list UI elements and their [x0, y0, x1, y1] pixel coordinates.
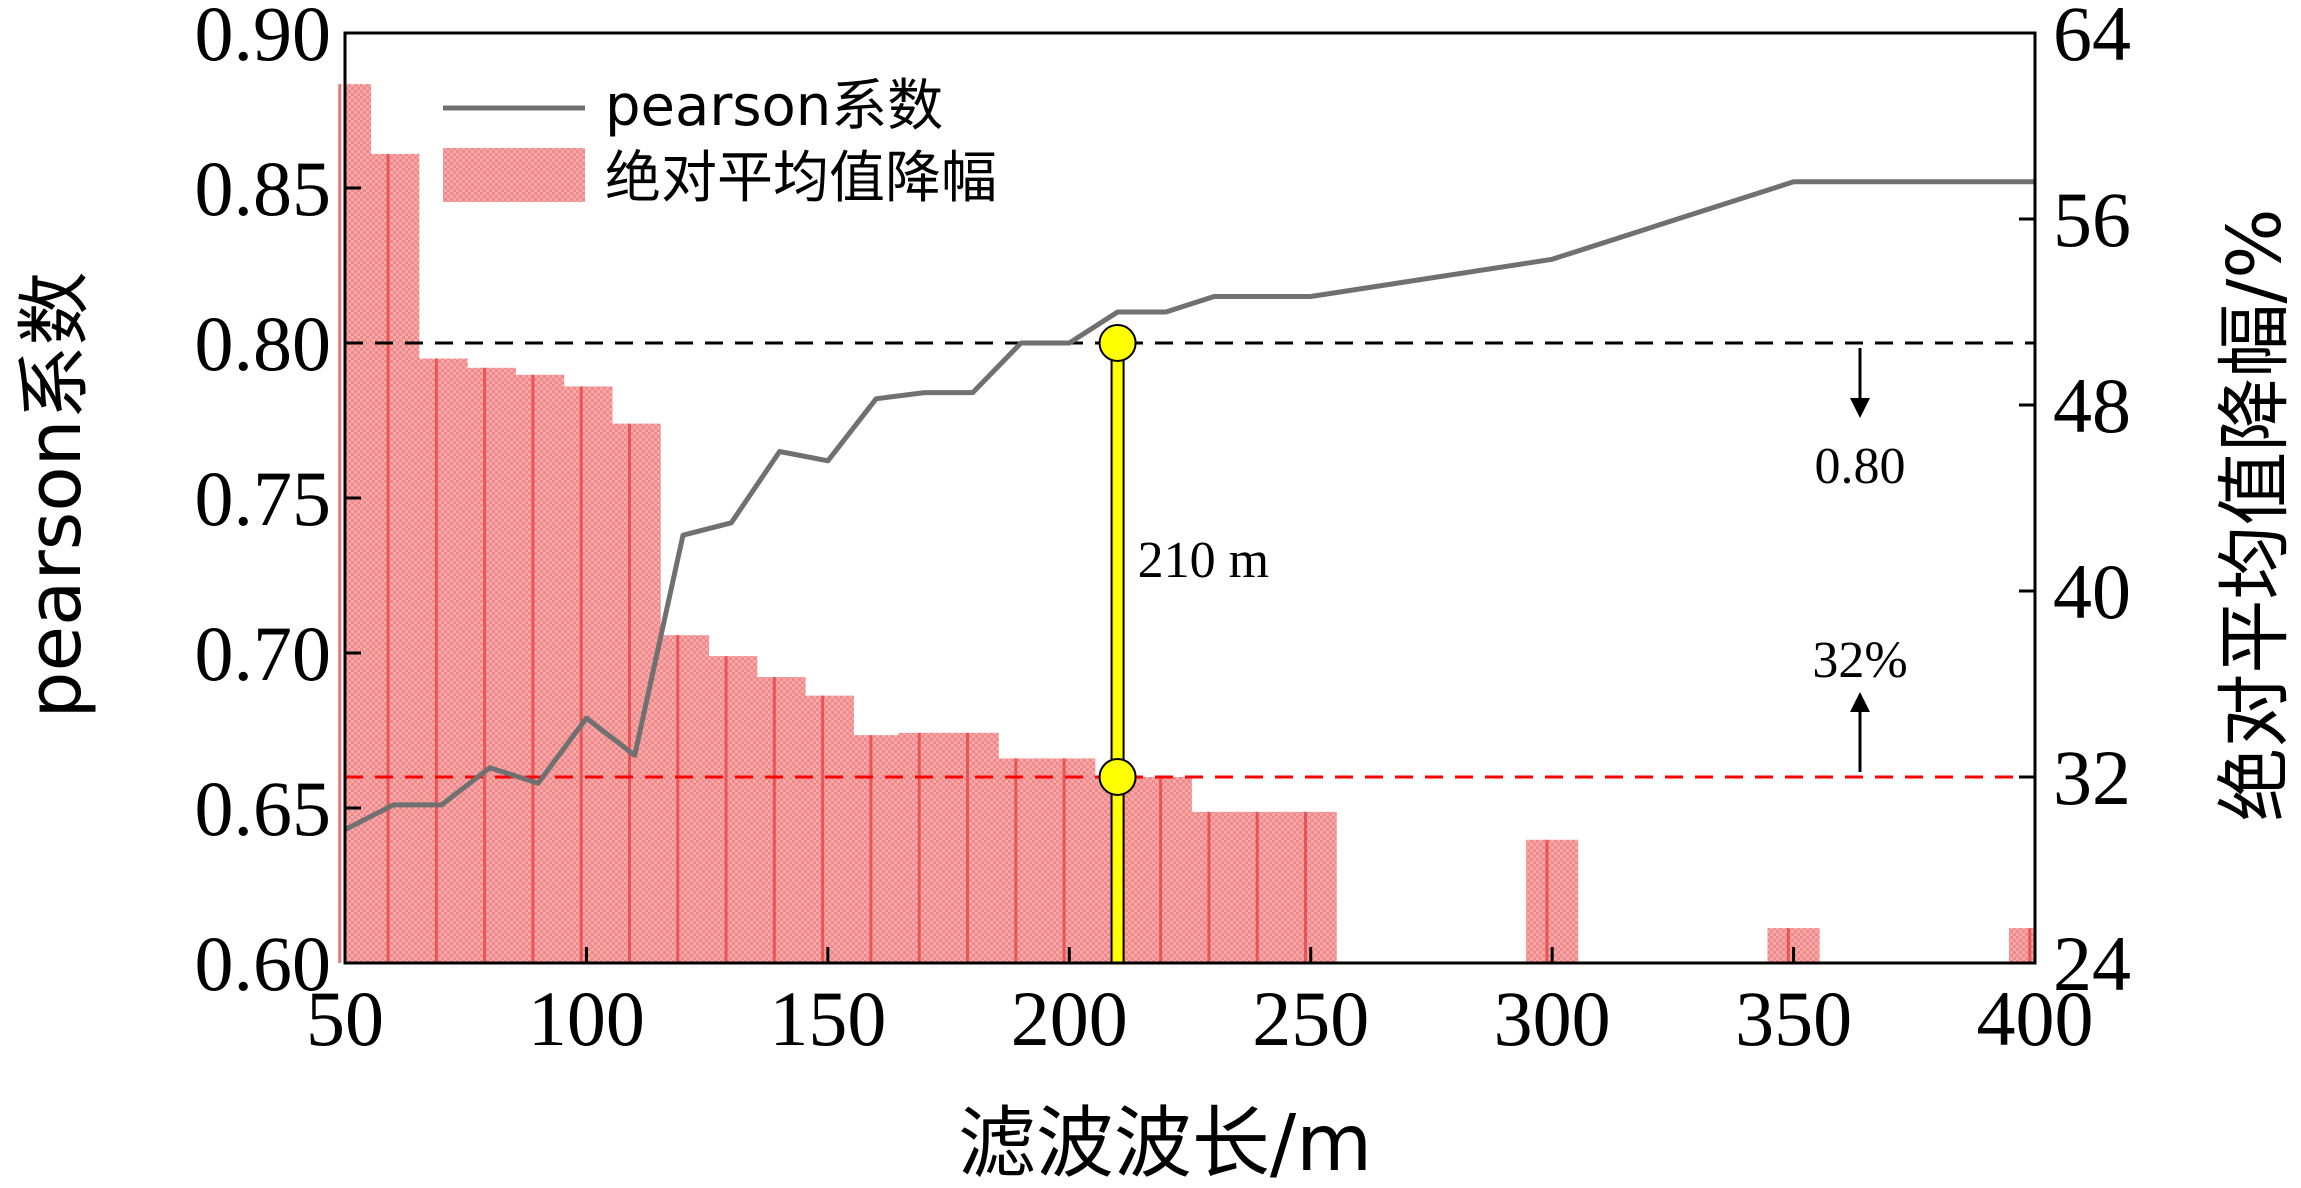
bar-series — [338, 84, 2035, 964]
bar-240 — [1236, 811, 1289, 963]
x-tick-label-50: 50 — [306, 975, 384, 1062]
right-y-tick-label-56: 56 — [2053, 176, 2131, 263]
bar-250 — [1284, 811, 1337, 963]
x-axis-ticks: 50 100 150 200 250 300 350 400 — [306, 947, 2094, 1062]
marker-dot-top — [1098, 324, 1137, 362]
x-axis-title: 滤波波长/m — [958, 1099, 1372, 1188]
marker-label: 210 m — [1138, 532, 1269, 589]
bar-70 — [415, 358, 468, 963]
reference-arrow-head-0 — [1850, 398, 1870, 418]
bar-80 — [463, 367, 516, 963]
right-y-tick-label-32: 32 — [2053, 734, 2131, 821]
left-y-tick-label-0.85: 0.85 — [195, 145, 332, 232]
left-y-tick-label-0.60: 0.60 — [195, 920, 332, 1007]
bar-300 — [1526, 839, 1579, 963]
bar-130 — [705, 656, 758, 963]
bar-170 — [898, 732, 951, 963]
bar-100 — [560, 386, 613, 963]
reference-label-1: 32% — [1812, 632, 1907, 689]
right-y-axis-title: 绝对平均值降幅/% — [2212, 208, 2298, 821]
bar-150 — [801, 695, 854, 963]
reference-arrow-head-1 — [1850, 692, 1870, 712]
legend-line-label: pearson系数 — [605, 74, 943, 139]
x-tick-label-300: 300 — [1494, 975, 1611, 1062]
left-y-tick-label-0.65: 0.65 — [195, 765, 332, 852]
bar-120 — [656, 635, 710, 963]
bar-90 — [512, 374, 565, 963]
bar-180 — [946, 732, 999, 963]
right-y-tick-label-48: 48 — [2053, 362, 2131, 449]
right-y-tick-label-64: 64 — [2053, 0, 2131, 77]
bar-230 — [1188, 811, 1241, 963]
marker-dot-bottom — [1098, 758, 1137, 796]
left-y-tick-label-0.70: 0.70 — [195, 610, 332, 697]
left-y-tick-label-0.75: 0.75 — [195, 455, 332, 542]
right-y-tick-label-24: 24 — [2053, 920, 2131, 1007]
bar-50 — [345, 84, 372, 963]
left-y-tick-label-0.80: 0.80 — [195, 300, 332, 387]
left-y-axis-ticks: 0.60 0.65 0.70 0.75 0.80 0.85 0.90 — [195, 0, 361, 1007]
x-tick-label-100: 100 — [528, 975, 645, 1062]
line-series — [343, 179, 2035, 832]
wavelength-marker: 210 m — [1098, 324, 1269, 964]
x-tick-label-150: 150 — [769, 975, 886, 1062]
legend-bar-swatch — [443, 148, 585, 202]
bar-110 — [608, 423, 661, 964]
legend-bar-label: 绝对平均值降幅 — [605, 146, 997, 211]
left-y-axis-title: pearson系数 — [12, 272, 98, 719]
x-tick-label-200: 200 — [1011, 975, 1128, 1062]
marker-bar — [1110, 342, 1125, 964]
bar-60 — [367, 153, 420, 963]
reference-label-0: 0.80 — [1815, 438, 1906, 495]
right-y-tick-label-40: 40 — [2053, 548, 2131, 635]
pearson-line — [343, 179, 2035, 832]
x-tick-label-350: 350 — [1735, 975, 1852, 1062]
legend: pearson系数 绝对平均值降幅 — [443, 74, 997, 211]
x-tick-label-250: 250 — [1252, 975, 1369, 1062]
bar-190 — [994, 758, 1048, 963]
right-y-axis-ticks: 24 32 40 48 56 64 — [2019, 0, 2131, 1007]
reference-lines: 0.80 32% — [345, 341, 2035, 779]
bar-200 — [1043, 758, 1096, 963]
bar-220 — [1139, 777, 1192, 963]
bar-140 — [753, 677, 806, 963]
x-tick-label-400: 400 — [1977, 975, 2094, 1062]
left-y-tick-label-0.90: 0.90 — [195, 0, 332, 77]
bar-160 — [850, 735, 903, 963]
